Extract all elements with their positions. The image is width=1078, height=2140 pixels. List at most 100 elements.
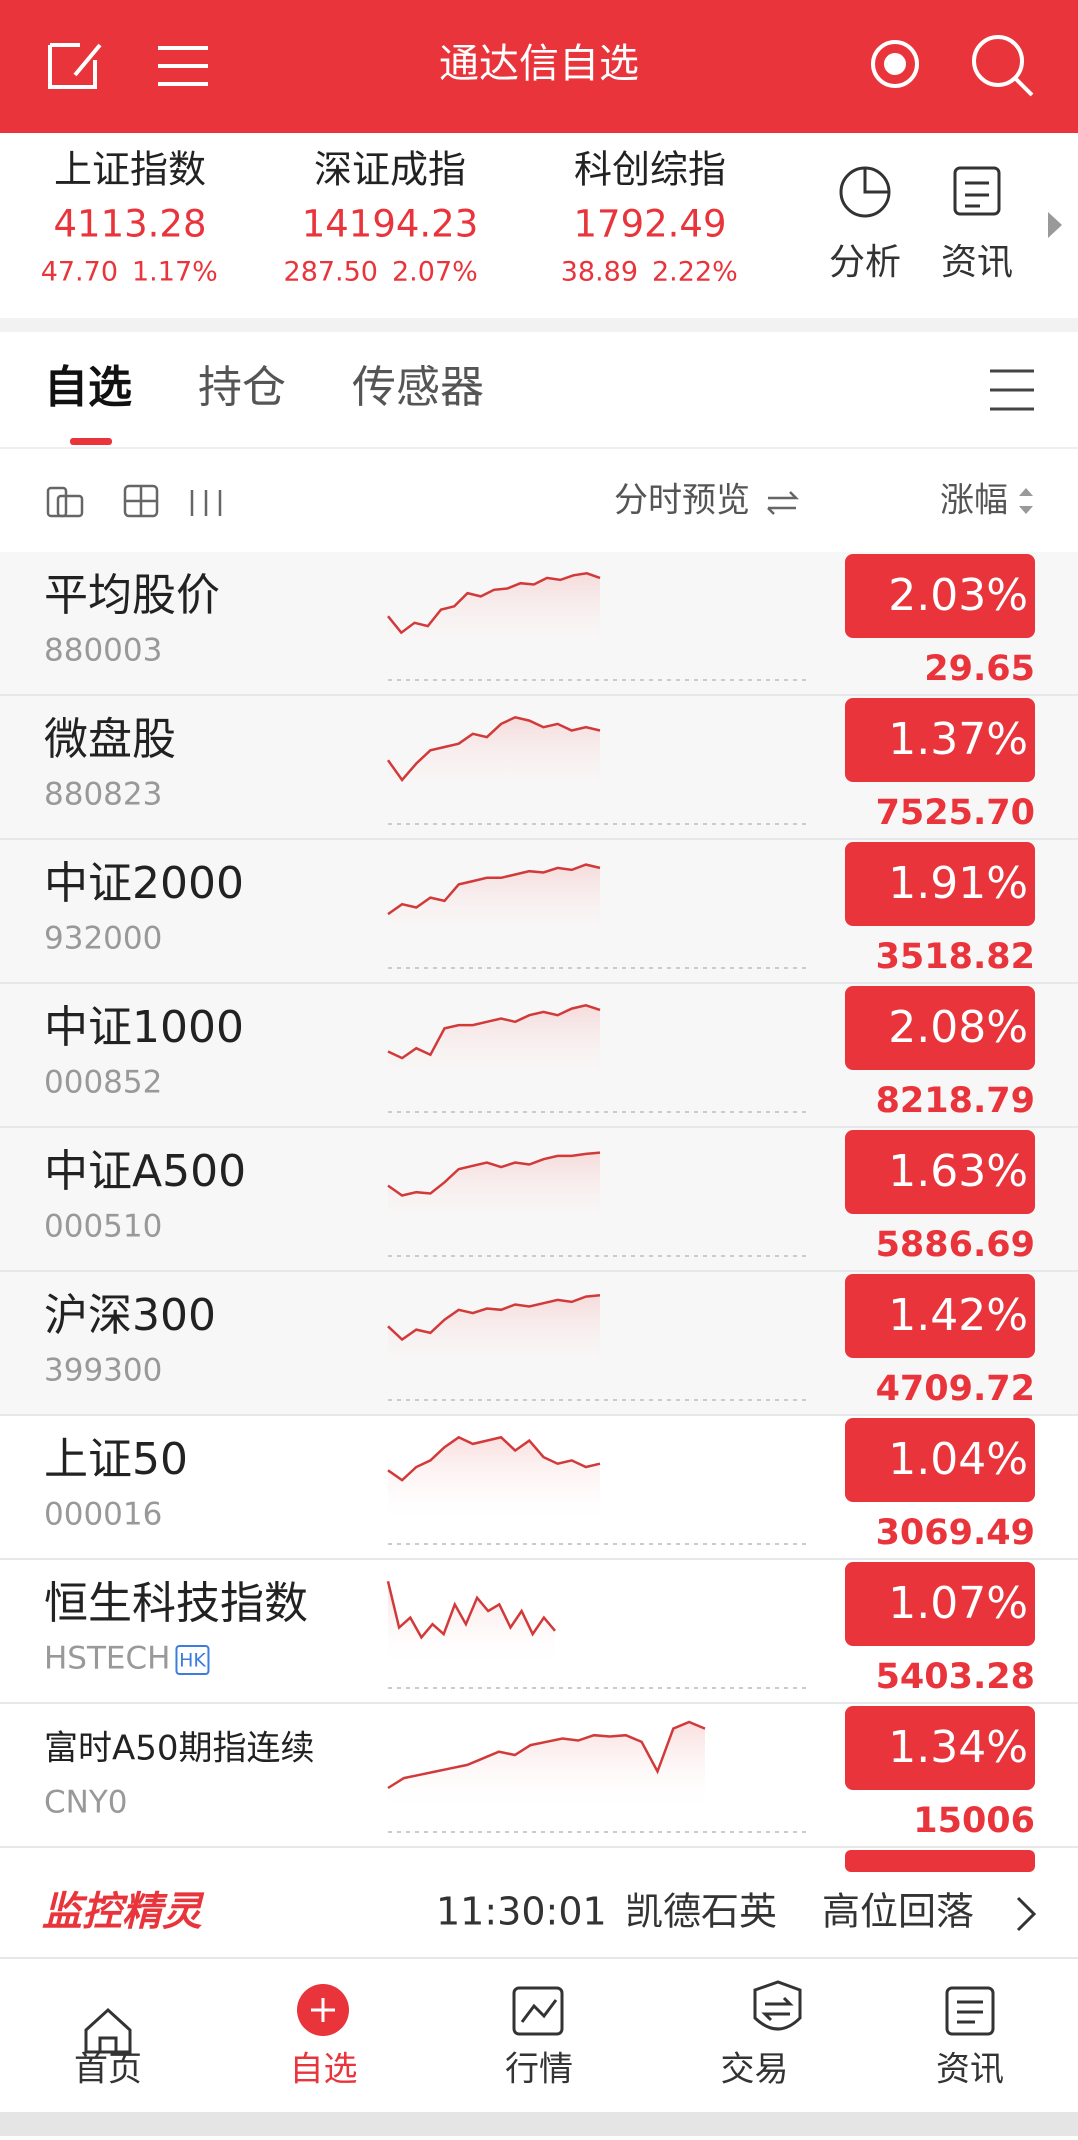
row-price: 7525.70: [876, 793, 1035, 833]
filter-icon[interactable]: [158, 46, 208, 86]
ticker-stock: 凯德石英: [625, 1890, 777, 1934]
index-percent: 2.07%: [392, 257, 478, 288]
index-value: 1792.49: [573, 203, 726, 246]
index-change: 287.50: [284, 257, 378, 288]
row-code: HSTECH: [44, 1641, 170, 1677]
toolbar-icons: [46, 484, 1033, 518]
row-percent: 1.04%: [888, 1434, 1028, 1485]
index-name[interactable]: 上证指数: [54, 148, 206, 192]
sparkline: [386, 1581, 556, 1640]
row-price: 3518.82: [876, 937, 1035, 977]
index-percent: 2.22%: [652, 257, 738, 288]
row-code: 000510: [44, 1209, 162, 1245]
partial-box: [845, 1850, 1035, 1872]
ticker-arrow[interactable]: [1016, 1896, 1037, 1932]
ticker-time: 11:30:01: [436, 1890, 607, 1934]
sparkline: [386, 715, 601, 783]
tab-indicator: [70, 438, 112, 445]
tool-label[interactable]: 资讯: [941, 242, 1013, 283]
row-price: 5403.28: [876, 1657, 1035, 1697]
row-name: 沪深300: [44, 1290, 216, 1341]
index-value: 14194.23: [302, 203, 479, 246]
search-icon[interactable]: [972, 35, 1024, 87]
sparkline: [387, 1151, 601, 1197]
tool-label[interactable]: 分析: [829, 242, 901, 283]
tool-icons: [839, 166, 1062, 238]
index-change: 47.70: [41, 257, 118, 288]
divider: [0, 318, 1078, 332]
row-code: 000852: [44, 1065, 162, 1101]
row-percent: 1.34%: [888, 1722, 1028, 1773]
row-price: 3069.49: [876, 1513, 1035, 1553]
row-percent: 2.08%: [888, 1002, 1028, 1053]
index-value: 4113.28: [53, 203, 206, 246]
sort-label[interactable]: 涨幅: [940, 481, 1008, 521]
row-name: 平均股价: [44, 570, 220, 621]
index-percent: 1.17%: [132, 257, 218, 288]
row-percent: 1.42%: [888, 1290, 1028, 1341]
nav-icons: [84, 1980, 995, 2054]
tab[interactable]: 自选: [44, 362, 132, 413]
row-percent: 2.03%: [888, 570, 1028, 621]
preview-label[interactable]: 分时预览: [614, 481, 750, 521]
edit-pen: [73, 43, 102, 77]
menu-icon[interactable]: [990, 369, 1034, 411]
spark-fill: [388, 1581, 555, 1668]
spark-fill: [388, 1152, 600, 1236]
row-name: 恒生科技指数: [44, 1578, 308, 1629]
percent-box[interactable]: [845, 1130, 1035, 1214]
row-percent: 1.07%: [888, 1578, 1028, 1629]
header-title: 通达信自选: [439, 41, 639, 87]
index-name[interactable]: 深证成指: [314, 148, 466, 192]
nav-label[interactable]: 资讯: [936, 2050, 1004, 2090]
ticker-brand[interactable]: 监控精灵: [42, 1889, 205, 1935]
ticker-bg: [0, 1872, 1078, 1958]
index-name[interactable]: 科创综指: [574, 148, 726, 192]
mascot-icon[interactable]: [871, 40, 919, 88]
spark-fill: [388, 717, 600, 804]
nav-label[interactable]: 行情: [505, 2050, 573, 2090]
spark-fill: [388, 1722, 705, 1812]
toggle-icon[interactable]: [767, 491, 800, 515]
percent-box[interactable]: [845, 554, 1035, 638]
tab[interactable]: 持仓: [198, 362, 286, 413]
nav-label[interactable]: 首页: [74, 2050, 142, 2090]
row-code: 932000: [44, 921, 162, 957]
percent-box[interactable]: [845, 1562, 1035, 1646]
row-price: 5886.69: [876, 1225, 1035, 1265]
row-price: 29.65: [924, 649, 1035, 689]
tab[interactable]: 传感器: [352, 362, 484, 413]
row-percent: 1.91%: [888, 858, 1028, 909]
row-percent: 1.63%: [888, 1146, 1028, 1197]
row-name: 中证A500: [44, 1146, 246, 1197]
sparkline: [387, 1435, 601, 1482]
percent-box[interactable]: [845, 986, 1035, 1070]
news-icon[interactable]: [953, 166, 1001, 216]
row-code: 880003: [44, 633, 162, 669]
spark-fill: [388, 1005, 600, 1092]
row-price: 8218.79: [876, 1081, 1035, 1121]
row-code: 880823: [44, 777, 162, 813]
spark-fill: [388, 1295, 600, 1380]
row-percent: 1.37%: [888, 714, 1028, 765]
sparkline: [387, 572, 601, 635]
percent-box[interactable]: [845, 1274, 1035, 1358]
percent-box[interactable]: [845, 1418, 1035, 1502]
percent-box[interactable]: [845, 842, 1035, 926]
row-name: 富时A50期指连续: [44, 1729, 315, 1769]
edit-icon[interactable]: [48, 43, 97, 89]
badge-box: [175, 1645, 210, 1675]
sparkline: [387, 1720, 706, 1790]
nav-label[interactable]: 自选: [290, 2050, 358, 2090]
row-name: 中证2000: [44, 858, 244, 909]
row-code: 000016: [44, 1497, 162, 1533]
percent-box[interactable]: [845, 698, 1035, 782]
ticker-event: 高位回落: [822, 1890, 974, 1934]
nav-label[interactable]: 交易: [721, 2050, 789, 2090]
row-price: 15006: [913, 1801, 1035, 1841]
sparkline: [387, 1294, 601, 1342]
sparkline: [387, 1004, 601, 1060]
row-name: 微盘股: [44, 714, 176, 765]
percent-box[interactable]: [845, 1706, 1035, 1790]
